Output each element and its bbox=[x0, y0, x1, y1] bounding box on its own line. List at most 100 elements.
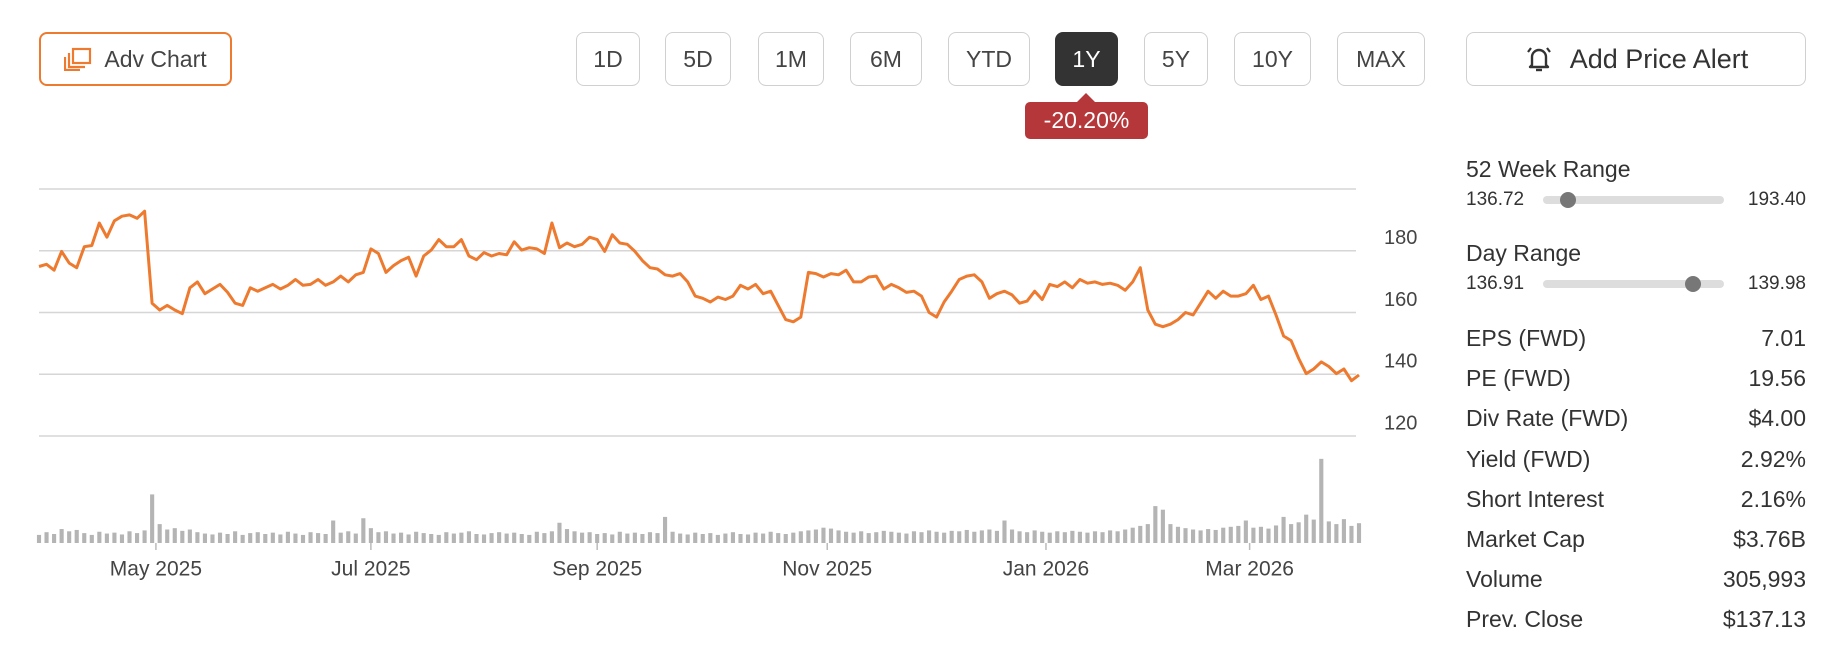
period-button[interactable]: 1D bbox=[576, 32, 640, 86]
volume-bar bbox=[1258, 526, 1264, 543]
volume-bar bbox=[911, 531, 917, 543]
volume-bar bbox=[1100, 532, 1105, 543]
volume-bar bbox=[1319, 458, 1324, 543]
price-line bbox=[38, 209, 1360, 383]
volume-bar bbox=[874, 532, 879, 543]
stat-label: Market Cap bbox=[1466, 526, 1585, 552]
volume-bar bbox=[97, 531, 102, 543]
volume-bar bbox=[1085, 532, 1090, 543]
volume-bar bbox=[519, 534, 524, 543]
stat-label: PE (FWD) bbox=[1466, 365, 1571, 392]
period-button[interactable]: 6M bbox=[850, 32, 922, 86]
volume-bar bbox=[610, 534, 615, 543]
volume-bar bbox=[202, 533, 208, 543]
volume-bar bbox=[1349, 525, 1354, 543]
stat-value: 305,993 bbox=[1722, 566, 1806, 593]
volume-bar bbox=[1123, 529, 1128, 543]
volume-bar bbox=[1251, 527, 1256, 543]
period-button[interactable]: 5Y bbox=[1144, 32, 1208, 86]
volume-bar bbox=[1334, 524, 1339, 543]
volume-bar bbox=[881, 530, 886, 543]
volume-bar bbox=[693, 532, 698, 543]
volume-bar bbox=[934, 531, 939, 543]
add-price-alert-button[interactable]: Add Price Alert bbox=[1466, 32, 1806, 86]
x-tick-label: May 2025 bbox=[110, 558, 202, 581]
x-tick-label: Sep 2025 bbox=[552, 558, 642, 581]
volume-bar bbox=[444, 532, 449, 543]
volume-bar bbox=[776, 533, 781, 543]
volume-bar bbox=[534, 531, 539, 543]
volume-bar bbox=[761, 533, 766, 543]
volume-bar bbox=[225, 534, 230, 543]
volume-bar bbox=[580, 532, 585, 543]
volume-bar bbox=[715, 534, 720, 543]
volume-bar bbox=[813, 529, 818, 543]
period-button[interactable]: MAX bbox=[1337, 32, 1425, 86]
range-low: 136.72 bbox=[1466, 189, 1525, 210]
y-tick-label: 120 bbox=[1384, 412, 1417, 434]
volume-bar bbox=[451, 533, 456, 543]
volume-bar bbox=[59, 529, 64, 543]
volume-bar bbox=[527, 534, 532, 543]
stat-label: Div Rate (FWD) bbox=[1466, 405, 1629, 432]
x-tick-label: Mar 2026 bbox=[1205, 558, 1294, 581]
volume-bar bbox=[1213, 529, 1218, 543]
volume-bar bbox=[1311, 519, 1316, 543]
volume-bar bbox=[557, 522, 562, 543]
volume-bar bbox=[1017, 531, 1022, 543]
stat-label: EPS (FWD) bbox=[1466, 325, 1587, 351]
volume-bar bbox=[1236, 525, 1241, 543]
volume-bar bbox=[368, 528, 373, 543]
volume-bar bbox=[150, 494, 155, 543]
volume-bar bbox=[157, 524, 162, 543]
volume-bar bbox=[1175, 526, 1181, 543]
volume-bar bbox=[768, 531, 773, 543]
stat-value: 2.92% bbox=[1740, 445, 1806, 472]
volume-bar bbox=[1070, 530, 1075, 543]
volume-bar bbox=[1138, 525, 1143, 543]
volume-bar bbox=[798, 531, 803, 543]
range-marker bbox=[1560, 192, 1577, 208]
volume-bar bbox=[647, 532, 653, 543]
period-button[interactable]: 1M bbox=[758, 32, 824, 86]
volume-bar bbox=[617, 531, 622, 543]
volume-bar bbox=[1198, 530, 1203, 543]
volume-bar bbox=[119, 534, 125, 543]
volume-bar bbox=[844, 531, 849, 543]
volume-bar bbox=[331, 520, 336, 543]
volume-bar bbox=[972, 531, 977, 543]
period-button[interactable]: 10Y bbox=[1234, 32, 1311, 86]
volume-bar bbox=[459, 532, 464, 543]
volume-bar bbox=[987, 529, 992, 543]
volume-bar bbox=[187, 529, 192, 543]
volume-bar bbox=[421, 533, 426, 543]
volume-bar bbox=[353, 533, 358, 543]
volume-bar bbox=[1206, 529, 1211, 543]
volume-bar bbox=[587, 532, 592, 543]
volume-bar bbox=[572, 531, 577, 543]
volume-bar bbox=[670, 531, 675, 543]
volume-bar bbox=[346, 531, 351, 543]
volume-bar bbox=[1243, 520, 1248, 543]
volume-bar bbox=[82, 533, 87, 543]
volume-bar bbox=[791, 532, 796, 543]
volume-bar bbox=[323, 534, 328, 543]
volume-bar bbox=[1190, 529, 1196, 543]
volume-bar bbox=[1115, 531, 1120, 543]
y-tick-label: 140 bbox=[1384, 351, 1417, 373]
volume-bar bbox=[293, 533, 298, 543]
period-button[interactable]: YTD bbox=[948, 32, 1030, 86]
volume-bar bbox=[1077, 531, 1082, 543]
volume-bar bbox=[1025, 532, 1030, 543]
volume-bar bbox=[549, 531, 554, 543]
adv-chart-button[interactable]: Adv Chart bbox=[39, 32, 232, 86]
period-button[interactable]: 1Y bbox=[1055, 32, 1118, 86]
volume-bar bbox=[1040, 531, 1045, 543]
volume-bar bbox=[542, 533, 547, 543]
period-button[interactable]: 5D bbox=[665, 32, 731, 86]
volume-bar bbox=[89, 534, 94, 543]
volume-bar bbox=[67, 531, 72, 543]
volume-bar bbox=[851, 532, 856, 543]
volume-bar bbox=[270, 532, 275, 543]
volume-bar bbox=[866, 533, 871, 543]
